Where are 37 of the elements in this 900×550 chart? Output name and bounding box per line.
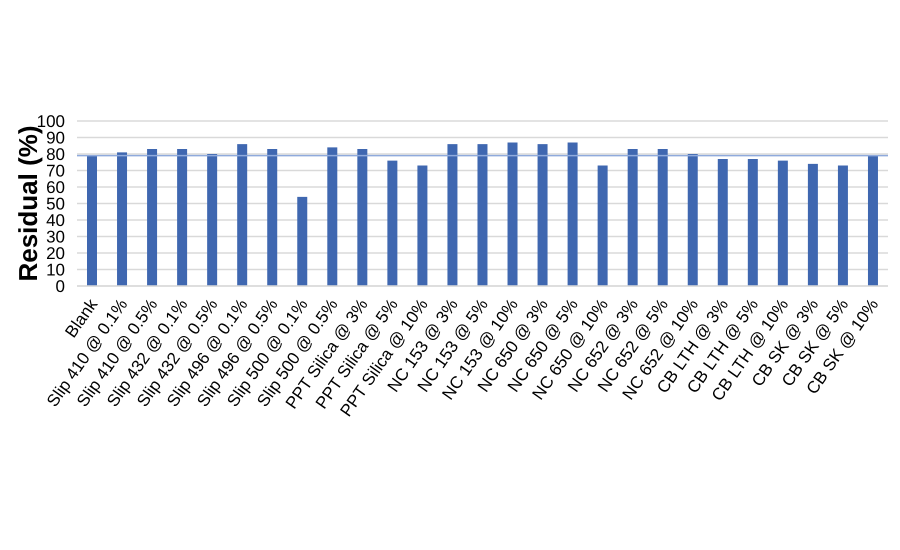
bar [748, 158, 758, 286]
y-tick-label: 40 [46, 211, 65, 230]
bar [628, 149, 638, 286]
y-tick-label: 50 [46, 194, 65, 214]
bar [477, 144, 488, 286]
bar [267, 149, 278, 286]
bar [658, 149, 668, 286]
bar [87, 156, 97, 286]
y-tick-label: 20 [46, 244, 65, 264]
bar [207, 154, 218, 286]
bar [778, 160, 788, 286]
bar [568, 142, 578, 286]
bar [838, 166, 848, 286]
y-tick-label: 80 [46, 145, 65, 164]
y-tick-label: 10 [46, 260, 65, 280]
bar [357, 149, 368, 286]
bar [117, 152, 128, 286]
bar [387, 160, 398, 286]
bar [177, 149, 188, 286]
bar [808, 164, 818, 286]
bar [598, 166, 608, 286]
y-tick-label: 70 [46, 162, 65, 181]
bar [447, 144, 458, 286]
y-tick-label: 90 [46, 128, 65, 148]
bar [868, 156, 878, 286]
bar [327, 147, 338, 286]
bar [237, 144, 248, 286]
y-tick-label: 30 [46, 228, 65, 247]
bar [688, 154, 698, 286]
bar [417, 166, 428, 286]
bar [718, 158, 728, 286]
y-tick-label: 60 [46, 178, 65, 198]
bar [508, 142, 518, 286]
bar [297, 196, 308, 286]
y-tick-label: 0 [56, 277, 65, 296]
bar [538, 144, 548, 286]
bar [147, 149, 158, 286]
